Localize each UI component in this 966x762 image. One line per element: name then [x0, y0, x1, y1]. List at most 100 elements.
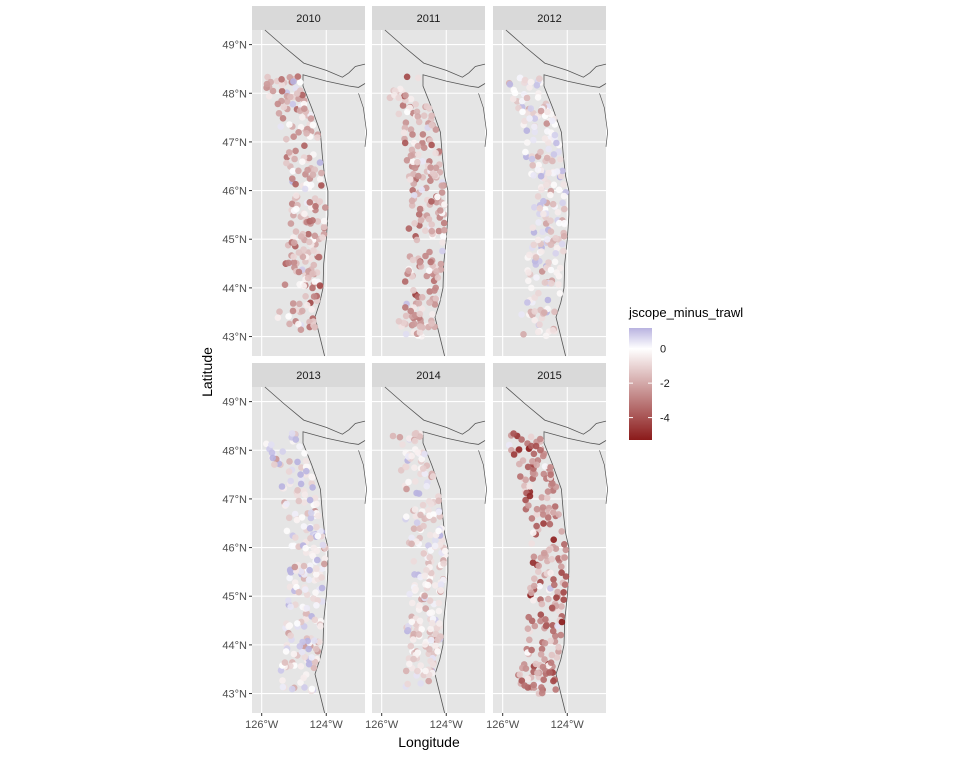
- data-point: [316, 198, 324, 205]
- data-point: [541, 279, 549, 286]
- data-point: [534, 669, 541, 677]
- data-point: [314, 532, 322, 540]
- data-point: [524, 675, 532, 683]
- data-point: [415, 631, 423, 638]
- data-point: [315, 512, 322, 520]
- data-point: [441, 201, 448, 208]
- data-point: [427, 625, 434, 633]
- data-point: [303, 604, 311, 612]
- data-point: [440, 219, 448, 227]
- data-point: [285, 149, 293, 156]
- data-point: [402, 312, 410, 320]
- panel-background: [372, 30, 485, 356]
- data-point: [547, 471, 554, 479]
- y-tick-label: 44°N: [222, 640, 247, 652]
- data-point: [416, 259, 424, 266]
- data-point: [403, 73, 411, 81]
- data-point: [415, 118, 423, 126]
- data-point: [285, 597, 292, 604]
- data-point: [416, 617, 424, 625]
- data-point: [295, 268, 303, 276]
- data-point: [403, 513, 410, 520]
- puget-sound-outline: [599, 93, 608, 147]
- data-point: [438, 189, 446, 196]
- data-point: [410, 287, 417, 294]
- data-point: [434, 636, 442, 644]
- data-point: [285, 468, 293, 475]
- data-point: [510, 451, 518, 458]
- data-point: [317, 527, 324, 535]
- data-point: [309, 552, 317, 560]
- data-point: [283, 159, 290, 167]
- data-point: [519, 108, 526, 116]
- data-point: [530, 529, 537, 536]
- data-point: [413, 519, 421, 526]
- data-point: [522, 148, 529, 156]
- y-tick-label: 45°N: [222, 591, 247, 603]
- data-point: [286, 121, 293, 128]
- data-point: [298, 514, 306, 521]
- data-point: [421, 592, 428, 600]
- data-point: [432, 164, 440, 172]
- data-point: [297, 471, 304, 478]
- data-point: [313, 602, 320, 609]
- data-point: [292, 180, 299, 188]
- data-point: [404, 627, 412, 634]
- data-point: [554, 588, 561, 596]
- y-axis-title: Latitude: [199, 347, 215, 397]
- data-point: [522, 496, 529, 504]
- data-point: [431, 301, 439, 308]
- data-point: [399, 102, 407, 109]
- data-point: [428, 227, 436, 235]
- data-point: [533, 511, 541, 518]
- data-point: [432, 582, 439, 589]
- puget-sound-outline: [478, 93, 487, 147]
- data-point: [314, 556, 321, 564]
- data-point: [517, 473, 524, 480]
- data-point: [530, 553, 538, 561]
- data-point: [520, 331, 527, 338]
- data-point: [410, 525, 418, 532]
- data-point: [415, 172, 422, 180]
- data-point: [429, 473, 437, 480]
- data-point: [305, 660, 313, 668]
- data-point: [528, 540, 535, 547]
- data-point: [423, 482, 431, 490]
- facet-strip-label: 2014: [416, 370, 440, 382]
- data-point: [300, 246, 307, 253]
- data-point: [278, 87, 286, 95]
- data-point: [561, 554, 568, 561]
- data-point: [418, 305, 426, 313]
- data-point: [313, 523, 320, 531]
- vancouver-island-outline: [505, 29, 607, 78]
- data-point: [541, 639, 549, 647]
- data-point: [313, 645, 320, 653]
- data-point: [509, 95, 517, 103]
- data-point: [556, 219, 563, 227]
- data-point: [425, 507, 432, 514]
- data-point: [540, 549, 548, 557]
- data-point: [313, 547, 321, 555]
- data-point: [411, 571, 418, 578]
- data-point: [558, 569, 565, 576]
- data-point: [547, 191, 554, 199]
- data-point: [268, 449, 276, 457]
- data-point: [406, 435, 413, 442]
- data-point: [309, 474, 316, 481]
- data-point: [314, 134, 321, 141]
- data-point: [403, 157, 411, 164]
- data-point: [539, 663, 547, 671]
- data-point: [288, 542, 296, 550]
- data-point: [549, 327, 557, 334]
- data-point: [308, 685, 316, 693]
- facet-panel-2014: 2014: [372, 363, 487, 714]
- data-point: [296, 443, 303, 450]
- data-point: [286, 583, 294, 591]
- facet-strip: [372, 363, 485, 387]
- data-point: [544, 488, 552, 495]
- y-tick-label: 47°N: [222, 494, 247, 506]
- data-point: [308, 654, 316, 661]
- data-point: [531, 575, 538, 582]
- data-point: [279, 115, 287, 122]
- data-point: [304, 274, 312, 282]
